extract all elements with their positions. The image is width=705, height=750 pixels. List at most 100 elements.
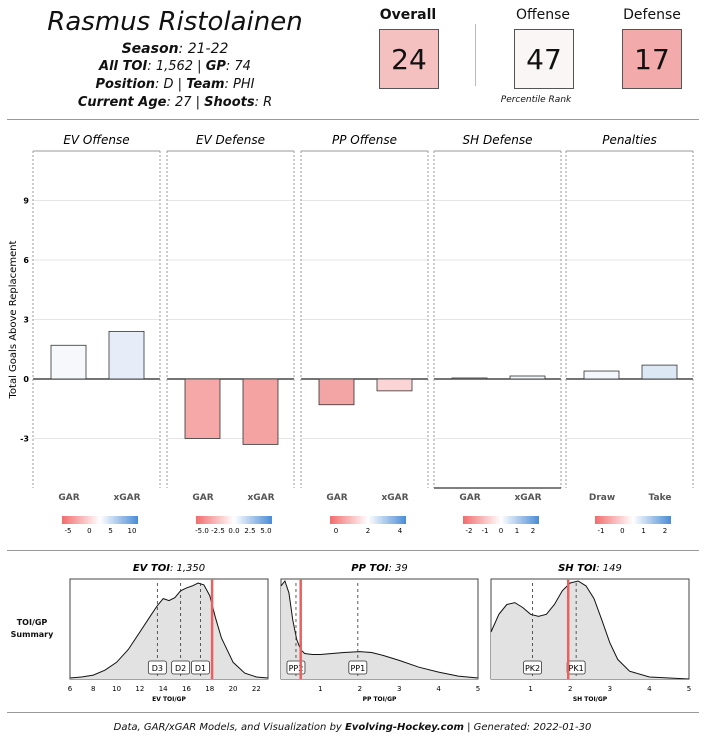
y-tick-label: 6 — [23, 256, 29, 265]
legend-tick-label: 0 — [87, 527, 91, 535]
density-line — [69, 582, 269, 679]
panel-title: PP Offense — [332, 133, 397, 147]
gp-value: 74 — [234, 59, 251, 74]
x-tick-label: 6 — [68, 685, 73, 693]
marker-label-box — [348, 660, 368, 675]
density-area — [491, 581, 689, 679]
y-tick-label: 3 — [23, 316, 29, 325]
x-tick-label: 4 — [647, 685, 652, 693]
position-value: D — [163, 77, 174, 92]
gar-bar — [50, 344, 87, 380]
toi-value: 1,562 — [155, 59, 194, 74]
legend-tick-label: 1 — [641, 527, 645, 535]
x-tick-label: 4 — [436, 685, 441, 693]
age-label: Current Age — [77, 95, 167, 110]
x-tick-label: GAR — [326, 493, 347, 503]
x-tick-label: 5 — [687, 685, 691, 693]
season-line: Season: 21-22 — [121, 41, 229, 57]
x-tick-label: 3 — [397, 685, 401, 693]
legend-tick-label: -1 — [482, 527, 489, 535]
x-tick-label: 8 — [91, 685, 95, 693]
x-tick-label: 1 — [528, 685, 532, 693]
x-tick-label: 12 — [135, 685, 144, 693]
footer-brand: Evolving-Hockey.com — [345, 722, 464, 733]
x-tick-label: 20 — [229, 685, 238, 693]
marker-label-box — [147, 660, 167, 675]
gar-bar — [318, 378, 355, 406]
position-label: Position — [95, 77, 156, 92]
x-tick-label: 2 — [568, 685, 572, 693]
gar-bar — [376, 378, 413, 392]
y-tick-label: -3 — [20, 434, 29, 443]
toi-title-value: 1,350 — [177, 563, 206, 574]
gar-bar — [108, 330, 145, 380]
x-tick-label: Draw — [589, 493, 615, 503]
color-legend-bar — [62, 516, 138, 524]
defense-label: Defense — [623, 7, 681, 23]
legend-tick-label: -5.0 — [195, 527, 209, 535]
header-divider — [475, 24, 476, 86]
x-tick-label: 14 — [159, 685, 168, 693]
marker-label: PK1 — [569, 664, 584, 673]
legend-tick-label: 5 — [108, 527, 112, 535]
x-tick-label: 22 — [252, 685, 261, 693]
shoots-value: R — [263, 95, 273, 110]
gar-panel: Penalties Draw Take -1 0 1 2 — [565, 133, 694, 535]
overall-percentile-box: 24 — [379, 29, 439, 89]
marker-label: PK2 — [525, 664, 540, 673]
player-info: Rasmus Ristolainen Season: 21-22 All TOI… — [0, 0, 350, 112]
toi-line: All TOI: 1,562 | GP: 74 — [99, 59, 251, 74]
legend-tick-label: -2.5 — [211, 527, 225, 535]
legend-tick-label: 1 — [515, 527, 519, 535]
offense-label: Offense — [515, 7, 571, 23]
color-legend-bar — [595, 516, 671, 524]
y-axis-label: Total Goals Above Replacement — [8, 240, 19, 399]
marker-label: PP1 — [350, 664, 365, 673]
team-label: Team — [186, 77, 225, 92]
footer-suffix: | Generated: 2022-01-30 — [463, 722, 592, 733]
legend-tick-label: 2 — [366, 527, 370, 535]
x-tick-label: xGAR — [113, 493, 140, 503]
gar-panel: EV Defense GAR xGAR -5.0 -2.5 0.0 2.5 5.0 — [166, 133, 295, 535]
x-tick-label: GAR — [192, 493, 213, 503]
marker-label: D3 — [152, 664, 163, 673]
divider-bottom — [7, 712, 699, 713]
x-tick-label: Take — [649, 493, 672, 503]
toi-panel: SH TOI: 149 PK2 PK1 1 2 3 4 5 SH TOI/GP — [490, 563, 691, 703]
x-axis-label: PP TOI/GP — [363, 696, 397, 703]
position-line: Position: D | Team: PHI — [95, 77, 255, 92]
x-tick-label: 1 — [318, 685, 322, 693]
color-legend-bar — [196, 516, 272, 524]
gar-panel: SH Defense GAR xGAR -2 -1 0 1 2 — [433, 133, 562, 535]
toi-title-label: SH TOI — [558, 563, 596, 574]
legend-tick-label: -2 — [466, 527, 473, 535]
footer-prefix: Data, GAR/xGAR Models, and Visualization… — [113, 722, 346, 733]
toi-panel-title: SH TOI: 149 — [558, 563, 622, 574]
x-tick-label: xGAR — [514, 493, 541, 503]
gar-bar — [184, 378, 221, 439]
y-tick-label: 9 — [23, 197, 29, 206]
x-tick-label: xGAR — [247, 493, 274, 503]
marker-label: D1 — [195, 664, 206, 673]
toi-title-value: 149 — [603, 563, 622, 574]
x-tick-label: 5 — [476, 685, 480, 693]
season-value: 21-22 — [187, 41, 229, 57]
offense-percentile-box: 47 — [514, 29, 574, 89]
gar-bar — [451, 377, 488, 380]
marker-label: D2 — [175, 664, 186, 673]
footer: Data, GAR/xGAR Models, and Visualization… — [0, 722, 705, 733]
color-legend-bar — [330, 516, 406, 524]
density-area — [70, 583, 268, 679]
legend-tick-label: 4 — [398, 527, 403, 535]
x-axis-label: EV TOI/GP — [152, 696, 186, 703]
toi-title-label: PP TOI — [351, 563, 388, 574]
toi-title-sep: : — [596, 563, 603, 574]
divider-middle — [7, 550, 699, 551]
player-name: Rasmus Ristolainen — [47, 7, 303, 37]
toi-summary-label: TOI/GP Summary — [10, 618, 54, 639]
toi-label: All TOI — [99, 59, 148, 74]
density-line — [490, 580, 690, 680]
marker-label-box — [171, 660, 191, 675]
toi-panel: PP TOI: 39 PP2 PP1 1 2 3 4 5 PP TOI/GP — [280, 563, 480, 703]
